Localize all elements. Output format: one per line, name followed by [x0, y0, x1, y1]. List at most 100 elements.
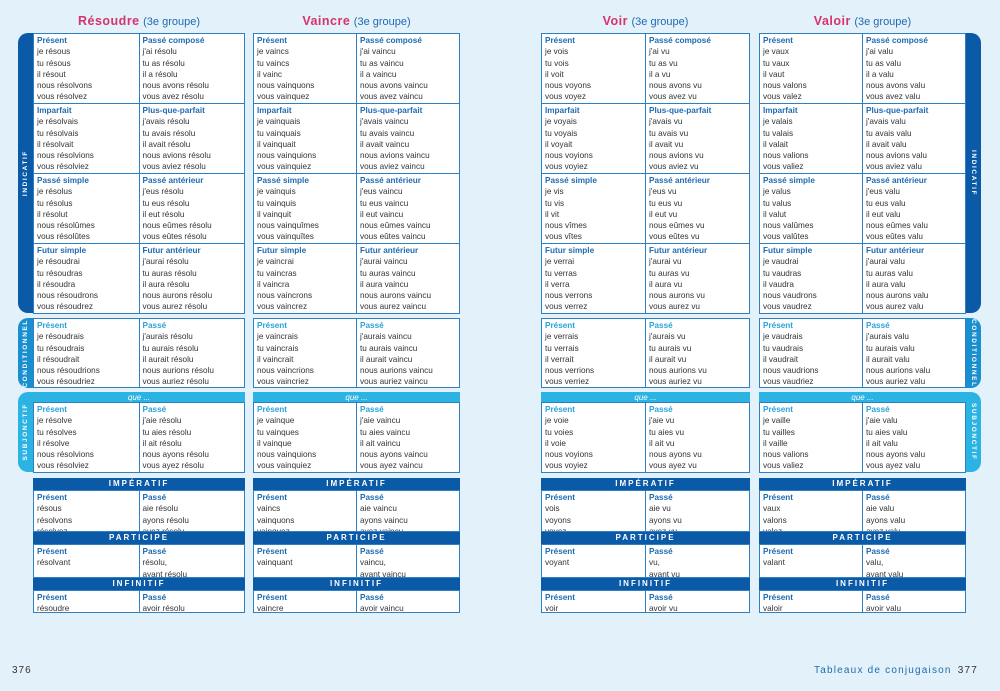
conjugated-form: je vis: [545, 187, 564, 197]
tense-name: Présent: [545, 36, 576, 45]
conjugated-form: avoir résolu: [142, 604, 185, 612]
verb-name: Vaincre: [302, 14, 351, 28]
conjugated-form: nous ayons vaincu: [360, 450, 428, 460]
tense-name: Passé: [360, 493, 384, 502]
conjugated-form: vous aurez vu: [649, 302, 700, 312]
conditionnel-block: Présent je résoudrais tu résoudrais il réso…: [33, 318, 245, 388]
verb-name: Voir: [602, 14, 629, 28]
conjugated-form: ayons résolu: [142, 515, 189, 525]
conjugated-form: nous résoudrons: [37, 291, 98, 301]
conjugated-form: tu résolvais: [37, 128, 79, 138]
conjugated-form: il résoudrait: [37, 354, 80, 364]
tense-cell-left: Présent voisvoyonsvoyez: [542, 491, 645, 531]
conjugated-form: j'aurais valu: [866, 332, 909, 342]
conjugated-form: vous avez valu: [866, 92, 921, 102]
tense-name: Présent: [37, 36, 68, 45]
tense-cell-left: Imparfait je voyais tu voyais il voyait nous…: [542, 104, 645, 173]
conjugated-form: vous valiez: [763, 461, 804, 471]
conjugated-form: il voyait: [545, 139, 573, 149]
tense-cell-right: Passé vaincu, ayant vaincu: [356, 545, 459, 577]
conjugated-form: il eut valu: [866, 209, 901, 219]
conjugated-form: tu verras: [545, 268, 577, 278]
imperatif-block: Présent résousrésolvonsrésolvez Passé aie r…: [33, 490, 245, 532]
conjugated-form: il eut résolu: [142, 209, 185, 219]
tab-label: CONDITIONNEL: [970, 318, 977, 388]
subjonctif-que-bar: que ...: [253, 392, 460, 403]
infinitif-block: Présent voir Passé avoir vu: [541, 590, 750, 613]
conjugated-form: j'eus vu: [649, 187, 677, 197]
subjonctif-block: Présent je voie tu voies il voie nous voyion…: [541, 402, 750, 473]
conjugated-form: je résolvais: [37, 117, 78, 127]
tense-name: Passé antérieur: [142, 176, 204, 185]
participe-header: PARTICIPE: [33, 532, 245, 544]
tense-name: Passé: [649, 493, 673, 502]
conditionnel-block: Présent je vaudrais tu vaudrais il vaudrait…: [759, 318, 966, 388]
conjugated-form: nous eûmes résolu: [142, 221, 212, 231]
conjugated-form: vous aurez résolu: [142, 302, 208, 312]
conjugated-form: vous eûtes vaincu: [360, 232, 426, 242]
conjugated-form: vous aurez vaincu: [360, 302, 426, 312]
conjugated-form: vous vaincriez: [257, 377, 309, 387]
conjugated-form: tu résoudrais: [37, 343, 85, 353]
tense-cell-left: Présent vaincre: [254, 591, 356, 612]
conjugated-form: vous ayez vu: [649, 461, 697, 471]
subjonctif-que-bar: que ...: [33, 392, 245, 403]
conjugated-form: nous résolûmes: [37, 221, 95, 231]
conjugated-form: il aura valu: [866, 279, 906, 289]
indicatif.0-block: Présent je résous tu résous il résout nous r…: [33, 33, 245, 104]
indicatif.3-block: Futur simple je vaincrai tu vaincras il vai…: [253, 243, 460, 314]
conjugated-form: tu verrais: [545, 343, 579, 353]
indicatif.0-block: Présent je vaux tu vaux il vaut nous valons v…: [759, 33, 966, 104]
conjugated-form: nous aurons valu: [866, 291, 929, 301]
tense-name: Présent: [257, 36, 288, 45]
conjugated-form: il avait vu: [649, 139, 684, 149]
conjugated-form: il aura résolu: [142, 279, 190, 289]
tab-label: SUBJONCTIF: [970, 403, 977, 461]
conjugated-form: il ait valu: [866, 438, 898, 448]
conjugated-form: il ait résolu: [142, 438, 182, 448]
conjugated-form: tu avais vaincu: [360, 128, 415, 138]
tense-name: Présent: [545, 593, 576, 602]
tab-label: INDICATIF: [22, 149, 29, 197]
tense-name: Futur antérieur: [142, 246, 201, 255]
conjugated-form: nous eûmes vaincu: [360, 221, 431, 231]
tense-name: Présent: [545, 493, 576, 502]
conjugated-form: vous valûtes: [763, 232, 809, 242]
conjugated-form: j'avais valu: [866, 117, 906, 127]
tab-conditionnel-left: CONDITIONNEL: [18, 318, 33, 388]
conjugated-form: vous voyez: [545, 92, 586, 102]
conjugated-form: tu aurais valu: [866, 343, 915, 353]
conjugated-form: valons: [763, 515, 787, 525]
tab-conditionnel-right: CONDITIONNEL: [966, 318, 981, 388]
conjugated-form: voyez: [545, 526, 645, 531]
conjugated-form: nous voyions: [545, 450, 593, 460]
tense-cell-right: Passé j'aie vaincu tu aies vaincu il ait va…: [356, 403, 459, 472]
conjugated-form: il voie: [545, 438, 566, 448]
tense-name: Futur simple: [763, 246, 813, 255]
conjugated-form: nous vainquîmes: [257, 221, 319, 231]
conjugated-form: je vaille: [763, 416, 791, 426]
tense-name: Futur antérieur: [360, 246, 419, 255]
indicatif.1-block: Imparfait je résolvais tu résolvais il réso…: [33, 103, 245, 174]
tense-name: Passé antérieur: [360, 176, 421, 185]
tense-name: Présent: [37, 493, 68, 502]
infinitif-header: INFINITIF: [541, 578, 750, 590]
participe-block: Présent valant Passé valu, ayant valu: [759, 544, 966, 578]
conjugated-form: ayons vu: [649, 515, 682, 525]
conjugated-form: je vainquais: [257, 117, 301, 127]
conjugated-form: tu vaux: [763, 58, 790, 68]
conjugated-form: il a vu: [649, 69, 671, 79]
conjugated-form: nous résolvons: [37, 81, 93, 91]
conjugated-form: il voit: [545, 69, 564, 79]
tense-cell-left: Présent résousrésolvonsrésolvez: [34, 491, 139, 531]
conjugated-form: aie résolu: [142, 504, 179, 514]
conjugated-form: vous avez vu: [649, 92, 697, 102]
conjugated-form: nous ayons résolu: [142, 450, 209, 460]
participe-header: PARTICIPE: [253, 532, 460, 544]
conjugated-form: ayant vaincu: [360, 569, 406, 577]
conjugated-form: j'avais vaincu: [360, 117, 409, 127]
tense-cell-right: Passé antérieur j'eus résolu tu eus résolu…: [138, 174, 245, 243]
verb-table-vaincre: Vaincre (3e groupe) Présent je vaincs tu va…: [253, 0, 460, 640]
tense-name: Passé simple: [37, 176, 89, 185]
conjugated-form: ayons valu: [866, 515, 906, 525]
